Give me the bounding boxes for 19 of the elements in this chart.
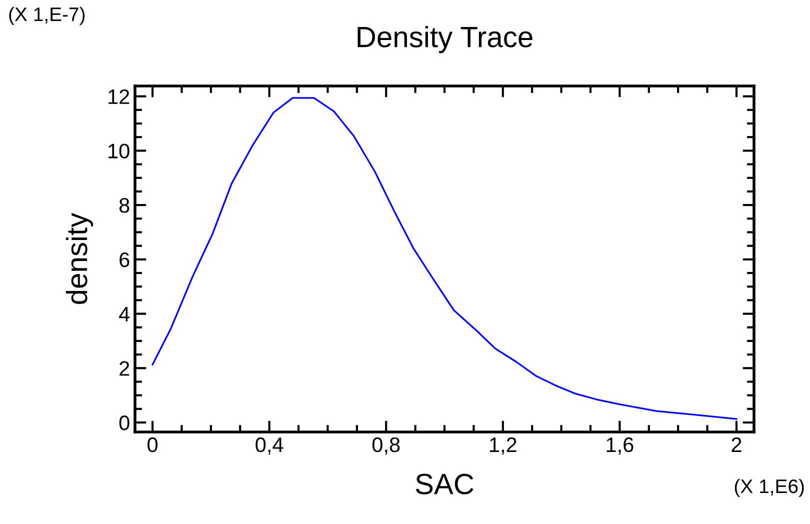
line-series: [152, 97, 738, 420]
y-tick-label: 10: [108, 144, 130, 158]
y-axis-title: density: [66, 212, 94, 304]
x-tick-label: 2: [732, 437, 742, 452]
y-tick-label: 6: [120, 252, 130, 268]
x-tick-label: 1,2: [490, 437, 516, 455]
x-tick-label: 0: [148, 437, 158, 452]
x-tick-label: 0,4: [256, 437, 284, 455]
text: (X 1,E-7): [9, 6, 85, 26]
text: (X 1,E6): [734, 478, 804, 498]
x-axis-title: SAC: [416, 474, 474, 494]
x-tick-label: 0,8: [372, 437, 400, 455]
y-tick-label: 8: [119, 198, 130, 213]
y-tick-label: 2: [120, 361, 130, 376]
x-tick-label: 1,6: [606, 437, 634, 455]
y-tick-label: 12: [108, 89, 130, 104]
y-tick-label: 4: [119, 306, 130, 322]
chart-title: Density Trace: [358, 26, 532, 54]
y-tick-label: 0: [119, 415, 130, 430]
